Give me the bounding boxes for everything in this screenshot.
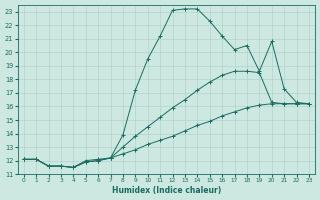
X-axis label: Humidex (Indice chaleur): Humidex (Indice chaleur) [112, 186, 221, 195]
